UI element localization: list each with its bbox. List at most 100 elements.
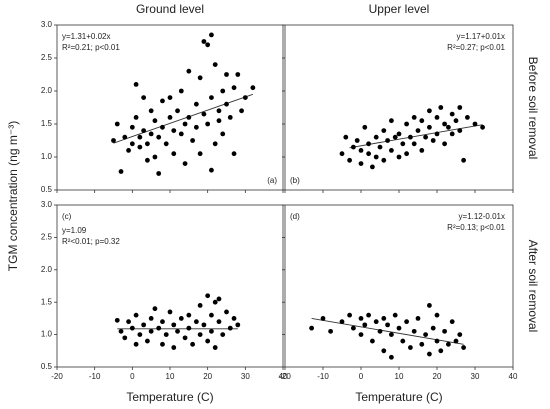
point [171, 345, 177, 350]
panel-label: (b) [290, 176, 300, 185]
point [411, 115, 417, 120]
point [201, 39, 207, 44]
point [438, 348, 444, 354]
point [190, 138, 196, 143]
point [343, 134, 349, 140]
point [347, 312, 352, 318]
point [427, 108, 432, 114]
point [148, 131, 154, 137]
point [186, 312, 192, 318]
x-tick-label: 20 [203, 372, 212, 381]
point [419, 148, 425, 153]
point [205, 121, 211, 127]
point [235, 322, 241, 328]
point [209, 167, 214, 173]
point [216, 108, 222, 114]
point [126, 319, 131, 325]
point [129, 124, 135, 130]
point [385, 322, 390, 328]
point [423, 134, 428, 140]
y-tick-label: 3.0 [41, 20, 53, 29]
point [370, 164, 375, 170]
point [145, 157, 150, 163]
point [129, 325, 135, 331]
point [354, 138, 360, 143]
x-tick-label: -10 [89, 372, 101, 381]
point [373, 319, 379, 325]
y-tick-label: 2.5 [41, 233, 53, 242]
point [216, 319, 222, 325]
point [457, 105, 463, 110]
point [442, 328, 447, 334]
point [133, 115, 139, 120]
point [137, 332, 143, 337]
x-tick-label: -20 [51, 372, 63, 381]
point [231, 151, 237, 157]
point [114, 121, 120, 127]
point [182, 121, 188, 127]
point [434, 338, 440, 344]
point [216, 118, 222, 124]
point [141, 322, 147, 328]
panel-label: (a) [267, 176, 277, 185]
point [370, 338, 375, 344]
point [389, 118, 394, 124]
x-tick-label: 30 [471, 372, 480, 381]
point [389, 332, 394, 337]
point [171, 322, 177, 328]
column-title: Upper level [369, 2, 430, 16]
point [427, 303, 432, 308]
point [148, 108, 154, 114]
point [126, 148, 131, 153]
point [366, 141, 371, 147]
point [442, 121, 447, 127]
point [392, 312, 398, 318]
point [156, 325, 162, 331]
point [400, 338, 406, 344]
point [201, 111, 207, 117]
point [224, 72, 229, 77]
point [381, 128, 387, 134]
point [449, 319, 455, 325]
point [438, 105, 444, 110]
plot-frame [56, 204, 284, 368]
point [351, 325, 356, 331]
point [205, 338, 211, 344]
point [434, 131, 440, 137]
row-label: After soil removal [526, 240, 540, 333]
point [339, 151, 345, 157]
x-axis-label: Temperature (C) [126, 390, 213, 404]
point [396, 325, 402, 331]
y-tick-label: 1.5 [41, 297, 53, 306]
point [389, 354, 394, 360]
point [358, 148, 364, 153]
point [209, 312, 214, 318]
y-tick-label: 2.5 [41, 53, 53, 62]
point [434, 115, 440, 120]
point [373, 154, 379, 160]
point [411, 328, 417, 334]
x-tick-label: 10 [166, 372, 175, 381]
point [461, 157, 466, 163]
point [396, 154, 402, 160]
point [220, 332, 226, 337]
point [453, 338, 459, 344]
point [156, 171, 162, 176]
point [358, 316, 364, 321]
row-label: Before soil removal [526, 57, 540, 160]
x-tick-label: 10 [395, 372, 404, 381]
point [373, 134, 379, 140]
x-tick-label: 40 [279, 372, 288, 381]
point [152, 306, 158, 312]
point [446, 124, 451, 130]
point [366, 312, 371, 318]
annotation: y=1.17+0.01x [457, 32, 505, 41]
point [408, 134, 413, 140]
point [220, 131, 226, 137]
point [205, 293, 211, 299]
point [186, 325, 192, 331]
point [472, 121, 478, 127]
point [197, 332, 203, 337]
point [224, 101, 229, 107]
